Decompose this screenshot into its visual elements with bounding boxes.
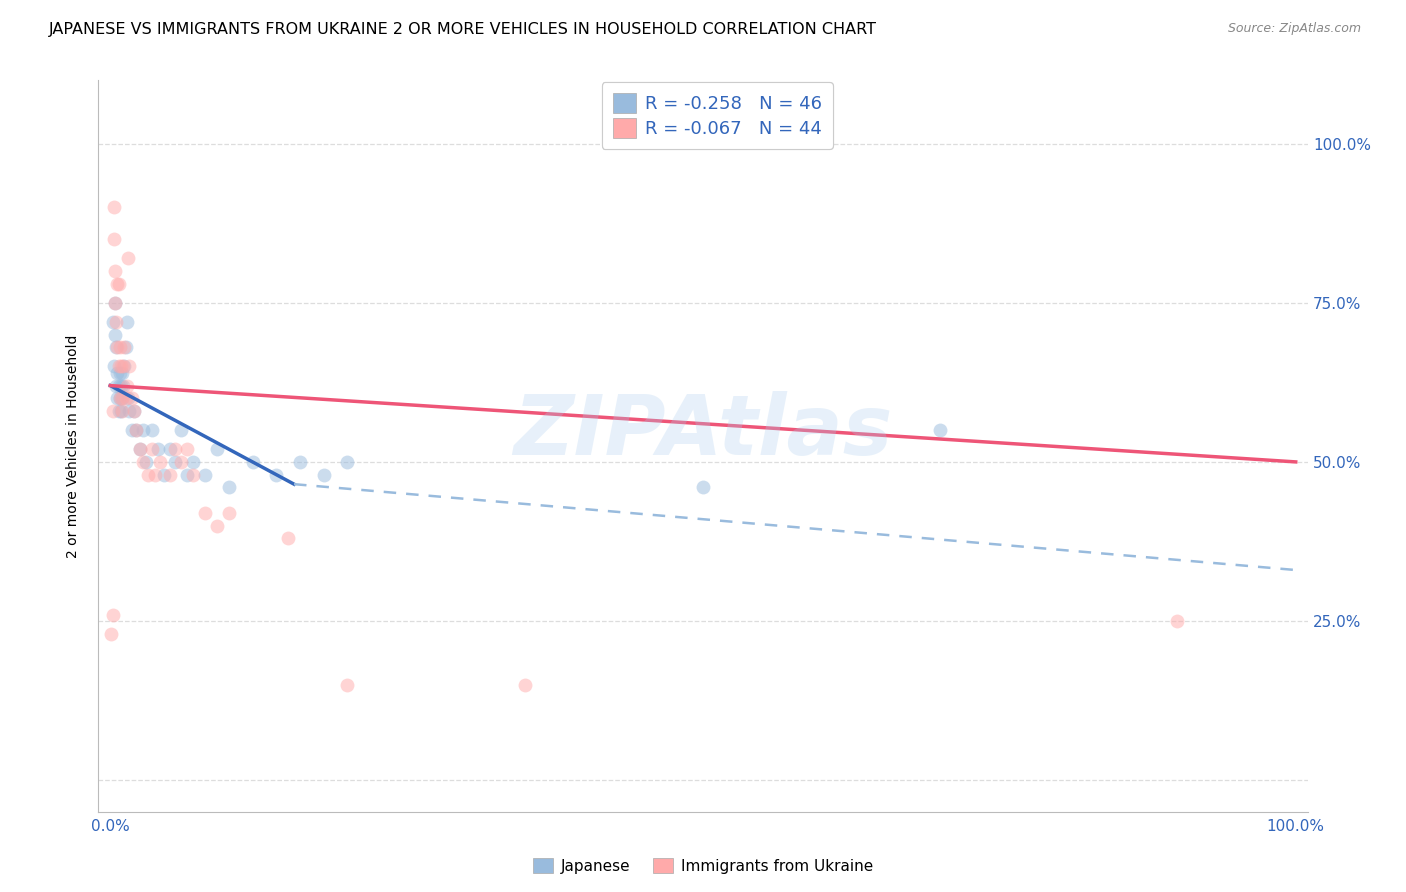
Point bbox=[101, 315, 124, 329]
Point bbox=[312, 467, 335, 482]
Point bbox=[181, 455, 204, 469]
Point bbox=[152, 467, 174, 482]
Point bbox=[141, 423, 163, 437]
Point bbox=[181, 467, 204, 482]
Point bbox=[103, 359, 125, 374]
Point bbox=[129, 442, 152, 457]
Point bbox=[108, 340, 131, 354]
Point bbox=[108, 392, 131, 406]
Point bbox=[129, 442, 152, 457]
Legend: R = -0.258   N = 46, R = -0.067   N = 44: R = -0.258 N = 46, R = -0.067 N = 44 bbox=[602, 82, 832, 149]
Point bbox=[115, 378, 138, 392]
Point bbox=[194, 467, 217, 482]
Point bbox=[108, 366, 131, 380]
Y-axis label: 2 or more Vehicles in Household: 2 or more Vehicles in Household bbox=[66, 334, 80, 558]
Point bbox=[176, 442, 198, 457]
Point bbox=[929, 423, 952, 437]
Point bbox=[105, 315, 128, 329]
Point bbox=[136, 467, 159, 482]
Point bbox=[105, 378, 128, 392]
Point bbox=[159, 442, 181, 457]
Point bbox=[122, 404, 145, 418]
Point bbox=[132, 423, 155, 437]
Point bbox=[122, 404, 145, 418]
Point bbox=[176, 467, 198, 482]
Point bbox=[104, 327, 127, 342]
Point bbox=[105, 277, 128, 291]
Legend: Japanese, Immigrants from Ukraine: Japanese, Immigrants from Ukraine bbox=[527, 852, 879, 880]
Point bbox=[104, 296, 127, 310]
Point bbox=[132, 455, 155, 469]
Point bbox=[1166, 614, 1188, 628]
Point bbox=[141, 442, 163, 457]
Point bbox=[205, 518, 228, 533]
Point bbox=[125, 423, 148, 437]
Point bbox=[107, 277, 129, 291]
Point bbox=[692, 480, 714, 494]
Point bbox=[100, 626, 122, 640]
Point bbox=[146, 442, 169, 457]
Point bbox=[118, 359, 141, 374]
Point bbox=[336, 677, 359, 691]
Point bbox=[101, 607, 124, 622]
Point bbox=[104, 264, 127, 278]
Point bbox=[118, 404, 141, 418]
Text: JAPANESE VS IMMIGRANTS FROM UKRAINE 2 OR MORE VEHICLES IN HOUSEHOLD CORRELATION : JAPANESE VS IMMIGRANTS FROM UKRAINE 2 OR… bbox=[49, 22, 877, 37]
Point bbox=[103, 201, 125, 215]
Point bbox=[135, 455, 157, 469]
Point bbox=[170, 423, 193, 437]
Point bbox=[242, 455, 264, 469]
Point bbox=[107, 359, 129, 374]
Point bbox=[218, 480, 240, 494]
Point bbox=[101, 404, 124, 418]
Point bbox=[170, 455, 193, 469]
Text: Source: ZipAtlas.com: Source: ZipAtlas.com bbox=[1227, 22, 1361, 36]
Point bbox=[110, 404, 132, 418]
Point bbox=[194, 506, 217, 520]
Point bbox=[107, 404, 129, 418]
Point bbox=[125, 423, 148, 437]
Point bbox=[108, 392, 131, 406]
Point bbox=[165, 455, 187, 469]
Point bbox=[104, 296, 127, 310]
Point bbox=[114, 340, 136, 354]
Point bbox=[111, 392, 134, 406]
Text: ZIPAtlas: ZIPAtlas bbox=[513, 391, 893, 472]
Point bbox=[112, 359, 135, 374]
Point bbox=[103, 232, 125, 246]
Point bbox=[110, 378, 132, 392]
Point bbox=[110, 359, 132, 374]
Point bbox=[111, 404, 134, 418]
Point bbox=[117, 392, 139, 406]
Point bbox=[121, 392, 143, 406]
Point bbox=[117, 252, 139, 266]
Point bbox=[165, 442, 187, 457]
Point bbox=[515, 677, 537, 691]
Point bbox=[143, 467, 166, 482]
Point bbox=[336, 455, 359, 469]
Point bbox=[105, 340, 128, 354]
Point bbox=[218, 506, 240, 520]
Point bbox=[111, 366, 134, 380]
Point bbox=[114, 359, 136, 374]
Point bbox=[115, 315, 138, 329]
Point bbox=[105, 340, 128, 354]
Point bbox=[205, 442, 228, 457]
Point bbox=[107, 378, 129, 392]
Point bbox=[105, 392, 128, 406]
Point bbox=[111, 392, 134, 406]
Point bbox=[121, 423, 143, 437]
Point bbox=[112, 378, 135, 392]
Point bbox=[114, 392, 136, 406]
Point bbox=[288, 455, 311, 469]
Point bbox=[264, 467, 287, 482]
Point bbox=[277, 531, 299, 545]
Point bbox=[159, 467, 181, 482]
Point bbox=[114, 340, 136, 354]
Point bbox=[149, 455, 172, 469]
Point bbox=[105, 366, 128, 380]
